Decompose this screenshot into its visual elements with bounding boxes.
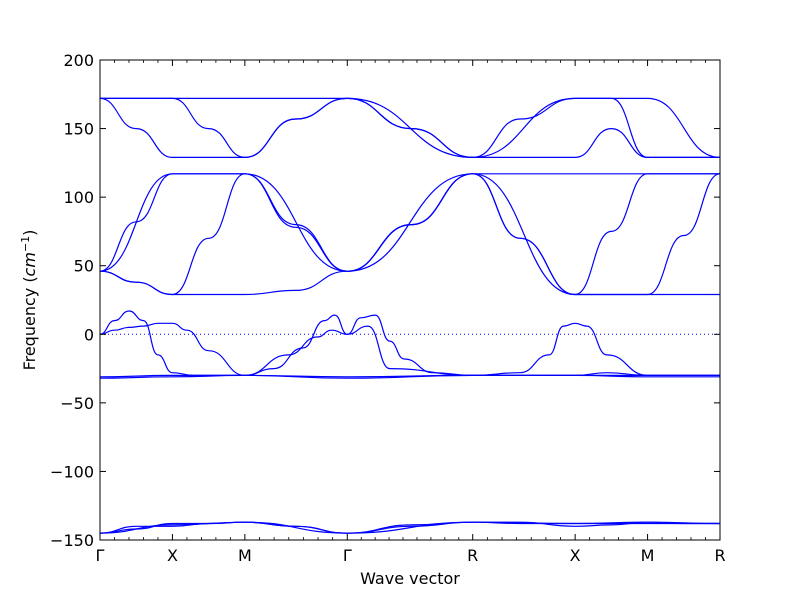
y-tick-label-200: 200 [63, 51, 94, 70]
y-tick-label--150: −150 [50, 531, 94, 550]
y-tick-label--100: −100 [50, 462, 94, 481]
x-tick-label-5: R [467, 546, 478, 565]
y-tick-label-0: 0 [84, 325, 94, 344]
x-tick-label-3: M [238, 546, 252, 565]
x-tick-label-6: X [570, 546, 581, 565]
band-line-10 [99, 374, 720, 379]
x-tick-label-8: R [714, 546, 725, 565]
band-line-14 [99, 521, 721, 534]
band-line-1 [99, 97, 721, 159]
y-tick-label-100: 100 [63, 188, 94, 207]
y-tick-label-150: 150 [63, 120, 94, 139]
plot-frame [99, 59, 721, 541]
x-tick-label-7: M [641, 546, 655, 565]
y-tick-label--50: −50 [60, 394, 94, 413]
y-axis-ticks: −150 −100 −50 0 50 100 150 200 [50, 51, 720, 550]
band-line-11 [99, 374, 720, 379]
y-axis-unit-exponent: −1 [19, 236, 32, 252]
x-tick-label-1: Γ [96, 546, 105, 565]
band-line-7 [99, 173, 720, 296]
y-axis-label-group: Frequency (cm−1) [19, 230, 39, 371]
x-tick-label-4: Γ [343, 546, 352, 565]
band-line-8 [99, 314, 720, 377]
y-axis-unit: cm [20, 252, 39, 276]
x-axis-label: Wave vector [360, 569, 460, 588]
y-axis-label-text: Frequency [20, 288, 39, 371]
y-axis-label: Frequency (cm−1) [19, 230, 39, 371]
band-line-13 [99, 521, 720, 534]
y-tick-label-50: 50 [74, 257, 94, 276]
x-tick-label-2: X [167, 546, 178, 565]
phonon-bands [99, 97, 721, 534]
band-line-3 [99, 97, 720, 159]
